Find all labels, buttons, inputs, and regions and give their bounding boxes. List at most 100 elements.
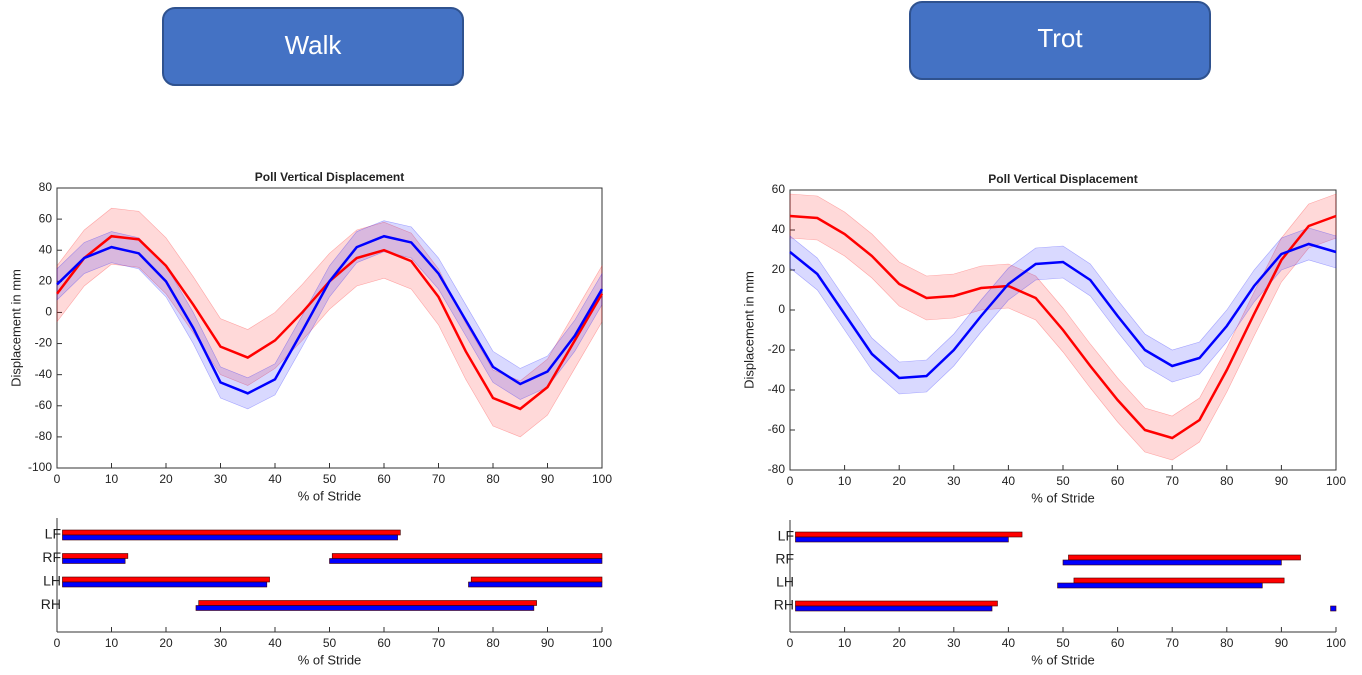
x-tick-label: 0 xyxy=(787,636,794,650)
y-tick-label: 60 xyxy=(39,211,53,225)
y-tick-label: 80 xyxy=(39,180,53,194)
x-tick-label: 90 xyxy=(541,472,555,486)
category-label: RH xyxy=(774,597,794,613)
x-tick-label: 80 xyxy=(486,636,500,650)
x-tick-label: 100 xyxy=(1326,474,1346,488)
x-tick-label: 30 xyxy=(947,474,961,488)
y-tick-label: 20 xyxy=(39,274,53,288)
x-tick-label: 40 xyxy=(1002,636,1016,650)
stance-bar xyxy=(195,605,535,611)
stance-bar xyxy=(62,558,126,564)
x-tick-label: 70 xyxy=(1166,474,1180,488)
stance-bar xyxy=(62,581,268,588)
x-tick-label: 10 xyxy=(838,474,852,488)
y-tick-label: -80 xyxy=(768,462,786,476)
x-tick-label: 50 xyxy=(1056,636,1070,650)
y-axis-label: Displacement in mm xyxy=(8,269,23,387)
x-tick-label: 40 xyxy=(268,472,282,486)
stance-bar xyxy=(1057,582,1263,589)
chart-title: Poll Vertical Displacement xyxy=(255,170,404,184)
category-label: RF xyxy=(775,551,794,567)
x-tick-label: 90 xyxy=(1275,474,1289,488)
y-tick-label: 20 xyxy=(772,262,786,276)
y-tick-label: -20 xyxy=(768,342,786,356)
x-tick-label: 0 xyxy=(54,472,61,486)
x-tick-label: 20 xyxy=(159,636,173,650)
trot-button[interactable] xyxy=(909,1,1211,80)
x-tick-label: 80 xyxy=(1220,474,1234,488)
stance-bar xyxy=(1330,605,1337,612)
category-label: LH xyxy=(776,574,794,590)
x-tick-label: 60 xyxy=(377,636,391,650)
x-tick-label: 0 xyxy=(54,636,61,650)
x-tick-label: 40 xyxy=(1002,474,1016,488)
y-tick-label: 0 xyxy=(45,305,52,319)
y-axis-label: Displacement in mm xyxy=(741,271,756,389)
y-tick-label: -100 xyxy=(28,460,52,474)
x-tick-label: 100 xyxy=(1326,636,1346,650)
stance-bar xyxy=(795,605,993,612)
x-tick-label: 70 xyxy=(1166,636,1180,650)
x-axis-label: % of Stride xyxy=(1031,490,1095,505)
x-tick-label: 20 xyxy=(893,636,907,650)
y-tick-label: -80 xyxy=(35,429,53,443)
stance-bar xyxy=(1062,559,1282,566)
x-tick-label: 30 xyxy=(947,636,961,650)
stance-bar xyxy=(795,536,1009,543)
y-tick-label: 60 xyxy=(772,182,786,196)
stance-bar xyxy=(470,576,603,583)
x-tick-label: 60 xyxy=(1111,636,1125,650)
category-label: LF xyxy=(778,528,794,544)
stance-bar xyxy=(1068,554,1301,561)
series-line xyxy=(56,234,604,395)
x-tick-label: 60 xyxy=(377,472,391,486)
stance-bar xyxy=(62,553,129,559)
stance-bar xyxy=(198,600,537,606)
stance-bar xyxy=(62,529,401,536)
walk-button-label: Walk xyxy=(285,30,343,60)
x-tick-label: 10 xyxy=(838,636,852,650)
stance-bar xyxy=(468,581,603,588)
x-tick-label: 0 xyxy=(787,474,794,488)
category-label: RH xyxy=(41,596,61,612)
x-tick-label: 30 xyxy=(214,636,228,650)
walk-button[interactable] xyxy=(162,7,464,86)
band xyxy=(789,227,1337,395)
x-axis-label: % of Stride xyxy=(298,488,362,503)
x-tick-label: 50 xyxy=(323,636,337,650)
category-label: RF xyxy=(42,549,61,565)
x-tick-label: 70 xyxy=(432,636,446,650)
x-tick-label: 70 xyxy=(432,472,446,486)
band xyxy=(56,220,603,410)
x-tick-label: 20 xyxy=(893,474,907,488)
band xyxy=(56,207,603,438)
x-axis-label: % of Stride xyxy=(298,652,362,667)
x-tick-label: 30 xyxy=(214,472,228,486)
stance-bar xyxy=(62,534,398,541)
stance-bar xyxy=(331,553,603,559)
x-tick-label: 80 xyxy=(486,472,500,486)
x-tick-label: 100 xyxy=(592,472,612,486)
category-label: LF xyxy=(45,526,61,542)
x-tick-label: 100 xyxy=(592,636,612,650)
x-axis-label: % of Stride xyxy=(1031,652,1095,667)
stance-bar xyxy=(795,600,998,607)
y-tick-label: -60 xyxy=(35,398,53,412)
stance-bar xyxy=(1073,577,1285,584)
x-tick-label: 50 xyxy=(323,472,337,486)
stance-bar xyxy=(329,558,603,564)
x-tick-label: 40 xyxy=(268,636,282,650)
trot-button-label: Trot xyxy=(1037,23,1083,53)
x-tick-label: 20 xyxy=(159,472,173,486)
y-tick-label: 40 xyxy=(39,242,53,256)
category-label: LH xyxy=(43,573,61,589)
y-tick-label: -40 xyxy=(768,382,786,396)
x-tick-label: 60 xyxy=(1111,474,1125,488)
stance-bar xyxy=(62,576,270,583)
y-tick-label: -60 xyxy=(768,422,786,436)
y-tick-label: 0 xyxy=(778,302,785,316)
stance-bar xyxy=(795,531,1023,538)
x-tick-label: 90 xyxy=(541,636,555,650)
x-tick-label: 90 xyxy=(1275,636,1289,650)
